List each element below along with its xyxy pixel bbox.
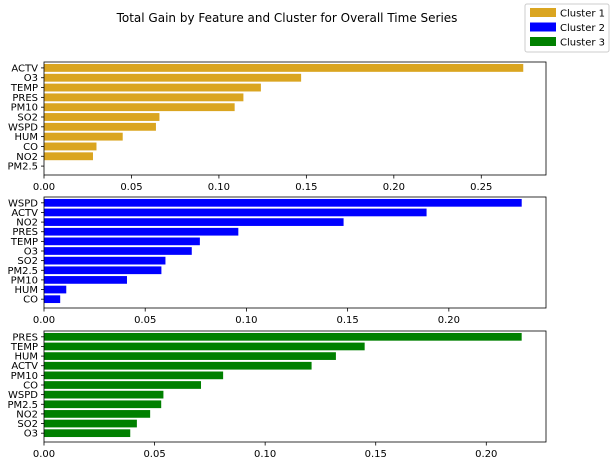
x-tick-label: 0.15	[365, 449, 387, 460]
y-tick-label: WSPD	[8, 122, 38, 133]
bar-actv	[44, 63, 524, 72]
bar-so2	[44, 419, 137, 428]
x-tick-label: 0.05	[143, 449, 165, 460]
bar-wspd	[44, 390, 164, 399]
bar-no2	[44, 152, 93, 161]
y-tick-label: ACTV	[11, 361, 38, 372]
y-tick-label: PM2.5	[7, 400, 38, 411]
y-tick-label: CO	[23, 142, 38, 153]
bar-pres	[44, 332, 522, 341]
bar-o3	[44, 73, 302, 82]
bar-temp	[44, 342, 365, 351]
y-tick-label: TEMP	[10, 342, 38, 353]
x-tick-label: 0.15	[295, 182, 317, 193]
x-tick-label: 0.10	[235, 315, 257, 326]
y-tick-label: WSPD	[8, 390, 38, 401]
y-tick-label: WSPD	[8, 198, 38, 209]
legend-label: Cluster 3	[560, 38, 605, 49]
x-tick-label: 0.15	[336, 315, 358, 326]
y-tick-label: SO2	[17, 256, 38, 267]
bar-pm10	[44, 276, 127, 284]
x-tick-label: 0.00	[33, 315, 55, 326]
x-tick-label: 0.00	[33, 449, 55, 460]
y-tick-label: TEMP	[10, 83, 38, 94]
bar-co	[44, 381, 202, 389]
bar-no2	[44, 410, 151, 418]
bar-co	[44, 295, 61, 304]
bar-so2	[44, 256, 166, 265]
bar-hum	[44, 285, 67, 294]
bar-temp	[44, 83, 261, 92]
y-tick-label: PM2.5	[7, 266, 38, 277]
x-tick-label: 0.25	[470, 182, 492, 193]
bar-o3	[44, 247, 192, 255]
y-tick-label: O3	[24, 247, 38, 258]
y-tick-label: PRES	[12, 332, 38, 343]
bar-wspd	[44, 122, 156, 131]
chart-panels: ACTVO3TEMPPRESPM10SO2WSPDHUMCONO2PM2.50.…	[7, 61, 547, 460]
y-tick-label: ACTV	[11, 63, 38, 74]
bar-pm25	[44, 400, 162, 409]
bar-pm10	[44, 103, 235, 112]
y-tick-label: O3	[24, 429, 38, 440]
axes-frame	[43, 330, 547, 443]
bar-actv	[44, 361, 312, 370]
x-tick-label: 0.20	[383, 182, 405, 193]
legend-swatch	[530, 22, 556, 32]
y-tick-label: PM10	[11, 275, 38, 286]
y-tick-label: HUM	[15, 285, 38, 296]
y-tick-label: NO2	[16, 152, 38, 163]
bar-pres	[44, 227, 239, 236]
chart-title: Total Gain by Feature and Cluster for Ov…	[116, 11, 458, 25]
y-tick-label: PM2.5	[7, 162, 38, 173]
y-tick-label: CO	[23, 381, 38, 392]
bar-pres	[44, 93, 244, 102]
y-tick-label: PRES	[12, 93, 38, 104]
bar-so2	[44, 113, 160, 121]
y-tick-label: PRES	[12, 227, 38, 238]
y-tick-label: PM10	[11, 103, 38, 114]
axes-frame	[43, 196, 547, 309]
y-tick-label: NO2	[16, 218, 38, 229]
y-tick-label: TEMP	[10, 237, 38, 248]
bar-co	[44, 142, 97, 151]
bar-hum	[44, 352, 336, 360]
x-tick-label: 0.20	[475, 449, 497, 460]
y-tick-label: HUM	[15, 352, 38, 363]
x-tick-label: 0.00	[33, 182, 55, 193]
legend-swatch	[530, 8, 556, 17]
bar-o3	[44, 429, 131, 438]
x-tick-label: 0.05	[134, 315, 156, 326]
bar-wspd	[44, 198, 522, 207]
y-tick-label: PM10	[11, 371, 38, 382]
y-tick-label: NO2	[16, 409, 38, 420]
x-tick-label: 0.10	[254, 449, 276, 460]
bar-actv	[44, 208, 427, 217]
y-tick-label: O3	[24, 73, 38, 84]
legend: Cluster 1 Cluster 2 Cluster 3	[524, 3, 610, 53]
legend-swatch	[530, 37, 556, 46]
x-tick-label: 0.05	[120, 182, 142, 193]
y-tick-label: CO	[23, 295, 38, 306]
y-tick-label: ACTV	[11, 208, 38, 219]
bar-no2	[44, 218, 344, 226]
y-tick-label: SO2	[17, 419, 38, 430]
y-tick-label: SO2	[17, 113, 38, 124]
bar-pm25	[44, 266, 162, 275]
legend-label: Cluster 2	[560, 23, 605, 34]
bar-pm10	[44, 371, 224, 380]
axes-frame	[43, 61, 547, 176]
bar-hum	[44, 132, 123, 141]
y-tick-label: HUM	[15, 132, 38, 143]
bar-temp	[44, 237, 200, 246]
x-tick-label: 0.10	[208, 182, 230, 193]
legend-label: Cluster 1	[560, 9, 605, 20]
x-tick-label: 0.20	[438, 315, 460, 326]
